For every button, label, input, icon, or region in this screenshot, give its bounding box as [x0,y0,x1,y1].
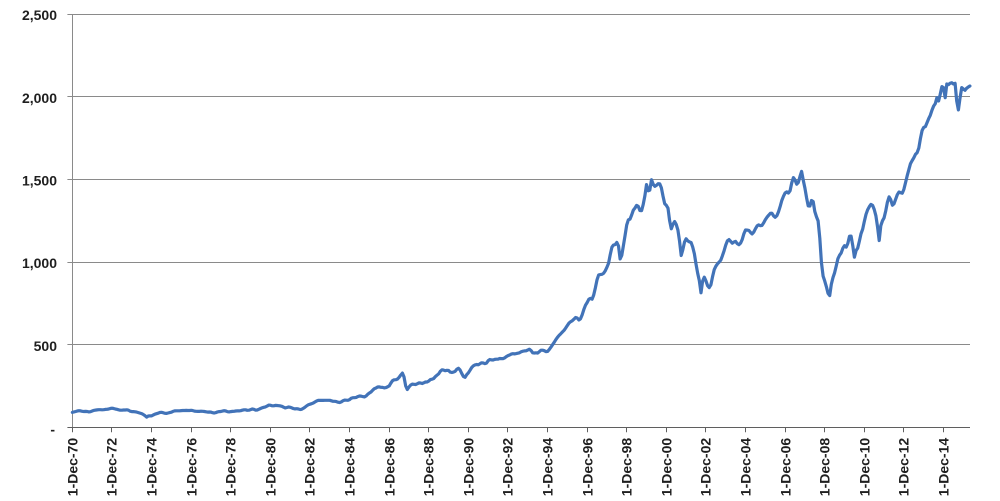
svg-text:1-Dec-76: 1-Dec-76 [183,438,199,497]
svg-text:1-Dec-00: 1-Dec-00 [658,438,674,497]
svg-text:1-Dec-94: 1-Dec-94 [539,438,555,497]
svg-text:1-Dec-10: 1-Dec-10 [856,438,872,497]
svg-text:1,500: 1,500 [22,173,57,189]
svg-text:1-Dec-12: 1-Dec-12 [895,438,911,497]
svg-text:1-Dec-70: 1-Dec-70 [64,438,80,497]
svg-text:1-Dec-84: 1-Dec-84 [341,438,357,497]
svg-text:1-Dec-02: 1-Dec-02 [697,438,713,497]
svg-text:1-Dec-74: 1-Dec-74 [143,438,159,497]
svg-text:1-Dec-08: 1-Dec-08 [816,438,832,497]
svg-text:500: 500 [34,338,58,354]
svg-text:1-Dec-72: 1-Dec-72 [103,438,119,497]
svg-text:1-Dec-96: 1-Dec-96 [579,438,595,497]
svg-text:1-Dec-90: 1-Dec-90 [460,438,476,497]
svg-text:2,500: 2,500 [22,7,57,23]
svg-text:1,000: 1,000 [22,255,57,271]
svg-text:1-Dec-98: 1-Dec-98 [618,438,634,497]
svg-text:1-Dec-78: 1-Dec-78 [222,438,238,497]
svg-text:1-Dec-14: 1-Dec-14 [935,438,951,497]
svg-text:1-Dec-04: 1-Dec-04 [737,438,753,497]
svg-text:1-Dec-80: 1-Dec-80 [262,438,278,497]
svg-text:1-Dec-06: 1-Dec-06 [777,438,793,497]
svg-text:2,000: 2,000 [22,90,57,106]
svg-text:-: - [50,422,55,438]
svg-text:1-Dec-92: 1-Dec-92 [499,438,515,497]
svg-text:1-Dec-82: 1-Dec-82 [301,438,317,497]
svg-text:1-Dec-88: 1-Dec-88 [420,438,436,497]
svg-text:1-Dec-86: 1-Dec-86 [381,438,397,497]
